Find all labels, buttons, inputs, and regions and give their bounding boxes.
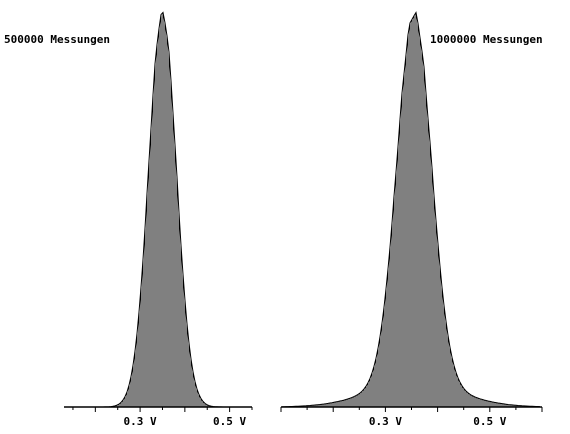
annotation-500000: 500000 Messungen <box>4 33 110 46</box>
tick-label-0.3v: 0.3 V <box>124 415 157 428</box>
histogram-1000000: 1000000 Messungen 0.3 V 0.5 V <box>280 11 543 428</box>
ticks-500000 <box>72 407 253 412</box>
tick-label-0.3v: 0.3 V <box>369 415 402 428</box>
envelope-500000 <box>65 11 251 408</box>
ticks-1000000 <box>280 407 543 412</box>
envelope-1000000 <box>282 11 541 408</box>
bars-500000 <box>112 12 212 407</box>
histogram-500000: 500000 Messungen 0.3 V 0.5 V <box>4 11 253 428</box>
bars-1000000 <box>293 12 535 407</box>
annotation-1000000: 1000000 Messungen <box>430 33 543 46</box>
tick-label-0.5v: 0.5 V <box>213 415 246 428</box>
tick-label-0.5v: 0.5 V <box>473 415 506 428</box>
